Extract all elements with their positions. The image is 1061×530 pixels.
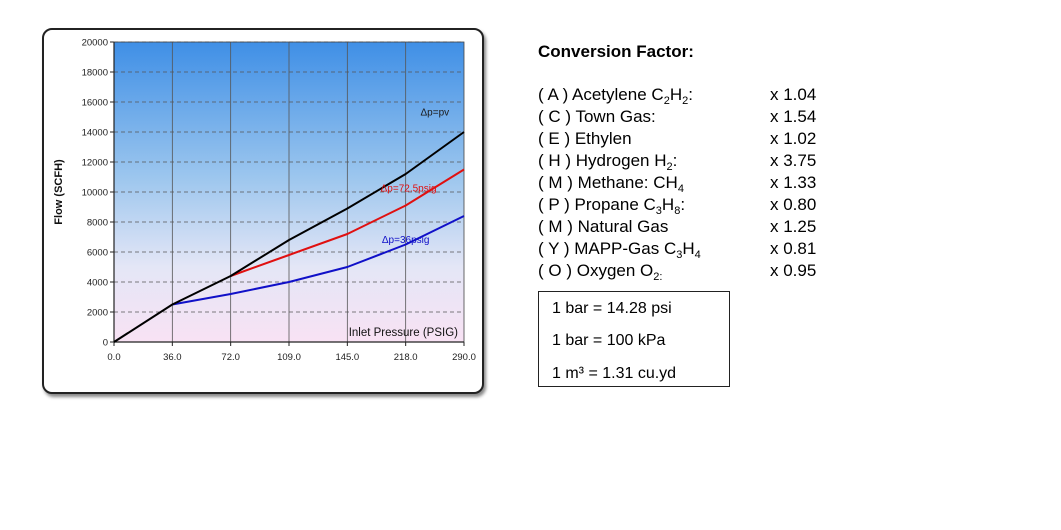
factor-multiplier: x 3.75 bbox=[770, 151, 817, 170]
x-tick-label: 0.0 bbox=[107, 352, 120, 363]
factor-row: ( Y ) MAPP-Gas C3H4 x 0.81 bbox=[538, 238, 838, 261]
factor-gas-name: ( C ) Town Gas: bbox=[538, 107, 656, 126]
series-line bbox=[172, 215, 465, 306]
conversion-factor-list: ( A ) Acetylene C2H2: x 1.04 ( C ) Town Ga… bbox=[538, 84, 838, 283]
series bbox=[113, 131, 465, 343]
factor-gas-name: ( M ) Methane: CH4 bbox=[538, 173, 684, 195]
factor-row: ( H ) Hydrogen H2: x 3.75 bbox=[538, 150, 838, 173]
x-axis-label: Inlet Pressure (PSIG) bbox=[349, 327, 458, 339]
y-tick-label: 6000 bbox=[87, 248, 108, 259]
factor-multiplier: x 1.02 bbox=[770, 129, 817, 148]
factor-row: ( M ) Methane: CH4 x 1.33 bbox=[538, 172, 838, 195]
y-tick-label: 18000 bbox=[82, 68, 108, 79]
unit-bar-psi: 1 bar = 14.28 psi bbox=[552, 300, 672, 317]
factor-multiplier: x 0.81 bbox=[770, 239, 817, 258]
y-tick-label: 10000 bbox=[82, 188, 108, 199]
factor-multiplier: x 1.25 bbox=[770, 217, 817, 236]
x-tick-label: 218.0 bbox=[394, 352, 418, 363]
labels: Δp=pv Δp=72.5psig Δp=36psig Inlet Pressure … bbox=[53, 108, 458, 340]
x-tick-label: 72.0 bbox=[221, 352, 240, 363]
y-axis-label: Flow (SCFH) bbox=[53, 159, 65, 225]
factor-row: ( O ) Oxygen O2: x 0.95 bbox=[538, 260, 838, 283]
unit-bar-kpa: 1 bar = 100 kPa bbox=[552, 332, 666, 349]
factor-gas-name: ( E ) Ethylen bbox=[538, 129, 632, 148]
factor-row: ( C ) Town Gas: x 1.54 bbox=[538, 106, 838, 128]
factor-gas-name: ( Y ) MAPP-Gas C3H4 bbox=[538, 239, 701, 261]
unit-conversion-box: 1 bar = 14.28 psi 1 bar = 100 kPa 1 m³ =… bbox=[538, 291, 730, 387]
factor-multiplier: x 0.80 bbox=[770, 195, 817, 214]
factor-gas-name: ( P ) Propane C3H8: bbox=[538, 195, 686, 217]
x-tick-label: 145.0 bbox=[335, 352, 359, 363]
series-label: Δp=72.5psig bbox=[381, 183, 437, 194]
x-tick-label: 290.0 bbox=[452, 352, 476, 363]
y-tick-label: 12000 bbox=[82, 158, 108, 169]
y-tick-label: 0 bbox=[103, 338, 108, 349]
factor-gas-name: ( O ) Oxygen O2: bbox=[538, 261, 663, 283]
factor-multiplier: x 1.33 bbox=[770, 173, 817, 192]
series-label: Δp=36psig bbox=[382, 235, 430, 246]
factor-gas-name: ( A ) Acetylene C2H2: bbox=[538, 85, 693, 107]
factor-row: ( P ) Propane C3H8: x 0.80 bbox=[538, 194, 838, 217]
series-line bbox=[230, 168, 465, 277]
factor-row: ( A ) Acetylene C2H2: x 1.04 bbox=[538, 84, 838, 107]
factor-multiplier: x 1.54 bbox=[770, 107, 817, 126]
conversion-factor-title: Conversion Factor: bbox=[538, 42, 694, 61]
y-tick-label: 8000 bbox=[87, 218, 108, 229]
series-line bbox=[113, 131, 465, 343]
grid bbox=[114, 41, 464, 342]
factor-row: ( E ) Ethylen x 1.02 bbox=[538, 128, 838, 150]
conversion-factor-panel: Conversion Factor: ( A ) Acetylene C2H2:… bbox=[538, 42, 838, 283]
factor-multiplier: x 1.04 bbox=[770, 85, 817, 104]
factor-gas-name: ( M ) Natural Gas bbox=[538, 217, 669, 236]
axes: 0 2000 4000 6000 8000 10000 12000 14000 16000 180… bbox=[82, 38, 476, 364]
y-tick-label: 2000 bbox=[87, 308, 108, 319]
series-label: Δp=pv bbox=[421, 108, 450, 119]
y-tick-label: 14000 bbox=[82, 128, 108, 139]
flow-chart: 0 2000 4000 6000 8000 10000 12000 14000 16000 180… bbox=[53, 38, 476, 364]
factor-multiplier: x 0.95 bbox=[770, 261, 817, 280]
chart-frame: 0 2000 4000 6000 8000 10000 12000 14000 16000 180… bbox=[42, 28, 484, 394]
y-tick-label: 4000 bbox=[87, 278, 108, 289]
factor-row: ( M ) Natural Gas x 1.25 bbox=[538, 216, 838, 238]
factor-gas-name: ( H ) Hydrogen H2: bbox=[538, 151, 678, 173]
x-tick-label: 36.0 bbox=[163, 352, 182, 363]
x-tick-label: 109.0 bbox=[277, 352, 301, 363]
y-tick-label: 16000 bbox=[82, 98, 108, 109]
unit-m3-cuyd: 1 m³ = 1.31 cu.yd bbox=[552, 365, 677, 382]
y-tick-label: 20000 bbox=[82, 38, 108, 49]
